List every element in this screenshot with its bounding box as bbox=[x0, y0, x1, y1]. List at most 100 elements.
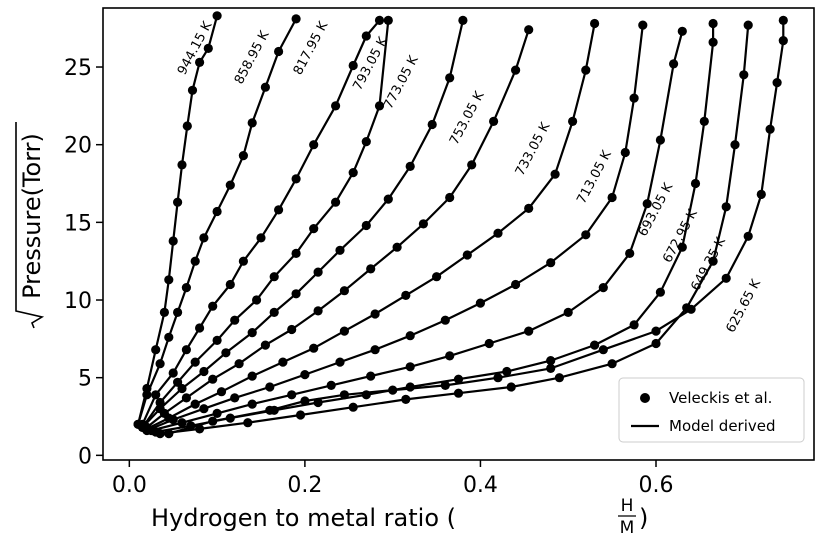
data-point bbox=[212, 206, 222, 217]
data-point bbox=[524, 25, 534, 35]
curve-label-10: 649.35 K bbox=[688, 235, 729, 294]
data-point bbox=[331, 101, 341, 111]
data-point bbox=[203, 43, 213, 54]
data-point bbox=[309, 140, 319, 150]
data-point bbox=[335, 357, 345, 367]
data-point bbox=[339, 326, 349, 336]
data-point bbox=[243, 418, 253, 428]
y-axis-title: Pressure(Torr) bbox=[18, 133, 46, 299]
data-point bbox=[247, 371, 257, 381]
data-point bbox=[212, 408, 222, 418]
data-point bbox=[208, 301, 218, 311]
data-point bbox=[546, 363, 556, 373]
data-point bbox=[159, 307, 169, 317]
data-point bbox=[730, 140, 740, 150]
data-point bbox=[212, 11, 222, 21]
data-point bbox=[173, 197, 183, 207]
data-point bbox=[427, 119, 437, 130]
data-point bbox=[361, 31, 371, 41]
data-point bbox=[383, 15, 393, 25]
data-point bbox=[269, 272, 279, 282]
data-point bbox=[260, 340, 270, 350]
y-tick-label: 0 bbox=[78, 444, 92, 469]
data-point bbox=[484, 338, 494, 349]
data-point bbox=[388, 385, 398, 395]
model-curve-2 bbox=[141, 19, 381, 425]
data-point bbox=[453, 388, 464, 398]
data-point bbox=[690, 178, 701, 189]
data-point bbox=[590, 340, 600, 350]
data-point bbox=[401, 290, 411, 300]
data-point bbox=[274, 205, 284, 215]
data-point bbox=[625, 248, 635, 258]
data-point bbox=[440, 315, 450, 325]
data-point bbox=[772, 78, 782, 88]
data-point bbox=[546, 258, 556, 268]
data-point bbox=[405, 161, 415, 171]
data-point bbox=[151, 390, 161, 400]
data-point bbox=[142, 383, 152, 394]
data-point bbox=[598, 283, 608, 293]
data-point bbox=[677, 26, 687, 36]
data-point bbox=[256, 233, 266, 243]
data-point bbox=[607, 192, 617, 203]
data-point bbox=[269, 307, 279, 317]
data-point bbox=[313, 306, 323, 316]
data-point bbox=[607, 359, 617, 369]
data-point bbox=[629, 93, 639, 103]
model-curve-8 bbox=[151, 31, 684, 432]
legend-label: Model derived bbox=[669, 417, 776, 435]
data-point bbox=[221, 348, 231, 358]
data-point bbox=[155, 429, 165, 439]
data-point bbox=[445, 192, 455, 203]
data-point bbox=[366, 371, 376, 381]
data-point bbox=[708, 18, 718, 29]
data-point bbox=[721, 202, 731, 212]
data-point bbox=[598, 345, 608, 355]
data-point bbox=[295, 410, 306, 420]
data-point bbox=[199, 366, 209, 377]
data-point bbox=[335, 245, 345, 255]
data-point bbox=[756, 189, 766, 199]
data-point bbox=[208, 374, 218, 384]
data-point bbox=[291, 14, 301, 24]
data-point bbox=[181, 283, 191, 293]
data-point bbox=[190, 256, 200, 266]
model-curve-3 bbox=[141, 20, 390, 429]
data-point bbox=[195, 323, 205, 333]
data-point bbox=[291, 289, 301, 299]
data-point bbox=[374, 101, 385, 111]
data-point bbox=[142, 390, 152, 400]
data-point bbox=[568, 116, 578, 126]
y-axis-sqrt-sign bbox=[15, 122, 45, 329]
data-point bbox=[445, 73, 455, 83]
data-point bbox=[187, 85, 198, 95]
data-point bbox=[247, 399, 257, 409]
data-point bbox=[510, 279, 521, 290]
data-point bbox=[458, 15, 468, 25]
data-point bbox=[339, 390, 349, 400]
legend: Veleckis et al. Model derived bbox=[618, 377, 805, 443]
data-point bbox=[309, 343, 319, 353]
legend-marker-circle bbox=[640, 393, 650, 403]
data-point bbox=[554, 373, 565, 383]
data-point bbox=[164, 332, 174, 342]
data-point bbox=[550, 169, 560, 179]
data-point bbox=[164, 429, 174, 439]
y-tick-label: 25 bbox=[64, 56, 92, 81]
curve-label-5: 753.05 K bbox=[447, 89, 488, 148]
data-point bbox=[195, 424, 205, 434]
data-point bbox=[291, 248, 301, 258]
data-point bbox=[778, 36, 788, 46]
data-point bbox=[199, 233, 209, 243]
data-point bbox=[252, 295, 262, 305]
data-point bbox=[405, 331, 415, 341]
curve-label-4: 773.05 K bbox=[381, 53, 422, 112]
data-point bbox=[155, 359, 165, 369]
y-tick-label: 10 bbox=[64, 289, 92, 314]
data-point bbox=[510, 65, 521, 75]
data-point bbox=[274, 46, 284, 57]
data-point bbox=[651, 326, 661, 336]
data-point bbox=[462, 250, 472, 260]
data-point bbox=[238, 256, 248, 266]
